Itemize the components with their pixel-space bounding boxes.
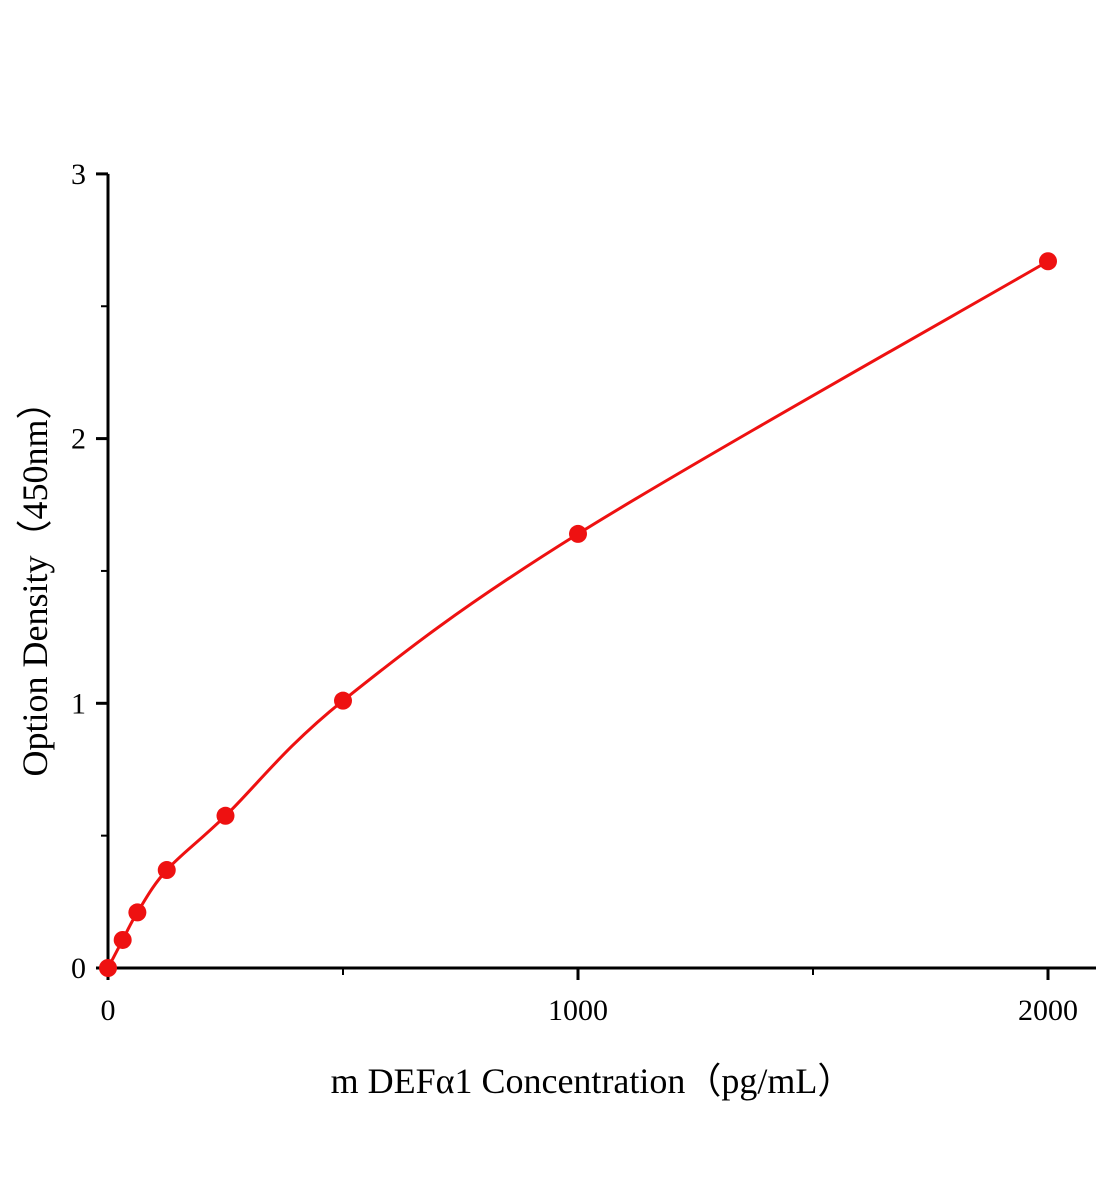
data-point (334, 691, 352, 710)
data-point (113, 930, 132, 949)
axes: 0 1000 2000 0 1 2 3 (71, 158, 1096, 1027)
fit-curve (106, 259, 1049, 969)
data-point (99, 959, 117, 977)
x-tick-label: 1000 (548, 994, 608, 1027)
fit-curve-group (106, 259, 1049, 969)
data-point (1039, 252, 1057, 271)
y-tick-label: 1 (71, 687, 86, 720)
x-axis-title: m DEFα1 Concentration（pg/mL） (331, 1061, 854, 1101)
y-tick-label: 3 (71, 158, 86, 191)
data-point (569, 524, 587, 543)
y-tick-label: 0 (71, 952, 86, 985)
y-axis-title: Option Density（450nm） (15, 384, 55, 777)
data-point (216, 806, 235, 825)
data-points (99, 252, 1057, 977)
x-tick-label: 2000 (1018, 994, 1078, 1027)
data-point (128, 903, 147, 922)
data-point (157, 861, 176, 880)
y-tick-label: 2 (71, 423, 86, 456)
x-tick-label: 0 (101, 994, 116, 1027)
